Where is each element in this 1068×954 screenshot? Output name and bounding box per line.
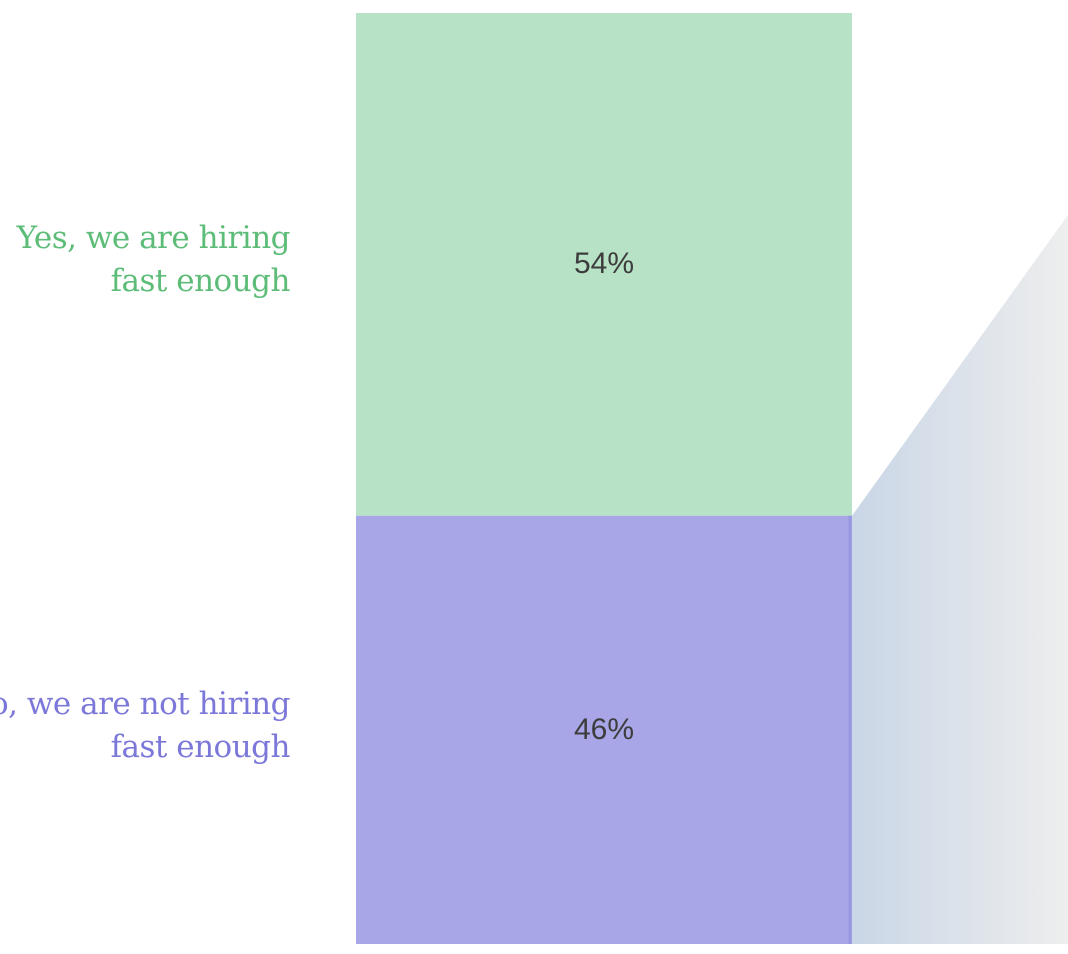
value-label-yes: 54%: [573, 247, 635, 281]
category-label-no: No, we are not hiring fast enough: [0, 683, 291, 769]
category-label-yes: Yes, we are hiring fast enough: [0, 217, 291, 303]
value-label-no: 46%: [573, 712, 635, 746]
category-label-no-line2: fast enough: [110, 728, 291, 765]
bar-segment-yes: [356, 13, 852, 516]
callout-shading: [852, 215, 1068, 944]
category-label-no-line1: No, we are not hiring: [0, 685, 291, 722]
bar-segment-no: [356, 515, 852, 944]
category-label-yes-line1: Yes, we are hiring: [16, 220, 291, 257]
category-label-yes-line2: fast enough: [110, 263, 291, 300]
